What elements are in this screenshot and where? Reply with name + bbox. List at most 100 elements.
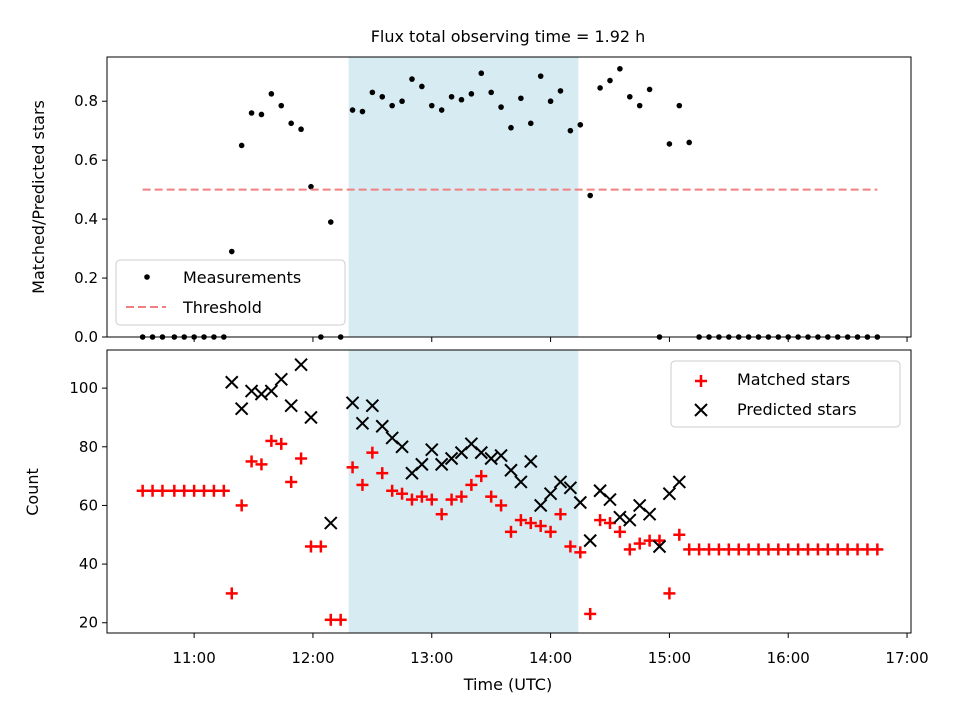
x-tick-label: 12:00 [291,649,334,667]
legend-label-predicted: Predicted stars [737,400,857,419]
matched-star-point [485,490,498,503]
y-tick-label: 20 [79,614,98,632]
matched-star-point [574,546,587,559]
matched-star-point [564,540,577,553]
legend-marker-predicted [694,403,708,417]
measurement-point [308,183,314,190]
top-panel: 0.00.20.40.60.8 Matched/Predicted stars … [29,56,912,346]
top-plot-frame [106,56,912,338]
y-tick-label: 0.2 [74,269,98,287]
top-ylabel: Matched/Predicted stars [29,100,48,294]
x-tick-label: 14:00 [529,649,572,667]
predicted-star-point [524,454,538,469]
predicted-star-point [662,486,677,501]
measurement-point [278,102,285,109]
matched-star-point [285,475,298,488]
x-tick-label: 15:00 [648,649,691,667]
measurement-point [587,192,593,199]
bottom-legend-box [670,360,901,428]
measurement-point [636,102,643,109]
predicted-star-point [284,399,298,413]
measurement-point [488,89,494,96]
bottom-shaded-region [348,350,579,633]
legend-marker-measurements [144,274,150,280]
y-tick-label: 80 [79,438,98,456]
measurement-point [518,95,524,102]
bottom-y-ticks: 20 40 60 80 100 [69,379,107,632]
predicted-star-point [395,440,409,454]
matched-star-point [366,446,379,459]
measurement-point [238,142,245,149]
bottom-legend: Matched stars Predicted stars [670,360,901,428]
top-y-ticks: 0.0 0.2 0.4 0.6 0.8 [74,92,107,346]
top-shaded-region [348,57,579,337]
x-tick-label: 17:00 [885,649,928,667]
predicted-star-point [355,416,370,431]
predicted-star-point [234,401,249,416]
measurement-point [577,121,584,128]
matched-star-point [594,514,607,527]
matched-star-point [495,499,508,512]
predicted-star-point [563,481,578,495]
predicted-star-point [365,399,380,413]
measurement-point [607,77,613,84]
matched-star-point [235,499,248,512]
bottom-x-ticks: 11:00 12:00 13:00 14:00 15:00 16:00 17:00 [173,633,929,667]
predicted-star-point [514,475,528,489]
matched-star-point [295,452,308,465]
measurement-point [547,98,554,105]
matched-star-point [653,534,666,547]
predicted-star-point [225,375,239,389]
measurement-point [498,104,504,110]
matched-star-point [623,543,636,556]
legend-label-matched: Matched stars [737,370,850,389]
matched-star-point [554,508,567,521]
measurement-point [458,96,465,103]
matched-star-point [633,537,646,550]
predicted-star-point [254,387,269,401]
measurement-point [438,107,445,113]
matched-star-point [475,470,488,483]
measurement-point [349,107,356,113]
measurement-point [369,89,376,96]
y-tick-label: 100 [69,379,98,397]
measurement-point [508,124,514,131]
matched-star-point [217,484,230,497]
matched-star-point [334,613,347,626]
predicted-star-point [244,384,259,398]
measurement-point [597,85,603,91]
matched-star-point [275,437,288,450]
matched-star-point [415,490,428,503]
predicted-star-point [623,513,637,527]
measurement-point [478,70,485,77]
predicted-star-point [543,486,558,501]
predicted-star-point [294,357,308,372]
legend-label-threshold: Threshold [182,298,262,317]
matched-star-point [455,490,468,503]
measurement-point [617,65,623,72]
measurement-point [448,93,455,100]
predicted-star-point [274,372,288,387]
legend-marker-matched [695,375,707,387]
measurement-point [327,219,334,225]
matched-star-point [346,461,359,474]
x-tick-label: 11:00 [173,649,216,667]
matched-star-point [663,587,676,600]
matched-star-point [514,514,527,527]
predicted-star-point [264,384,279,398]
predicted-star-point [434,457,449,472]
matched-star-point [504,525,517,538]
matched-star-point [534,519,547,532]
chart-title: Flux total observing time = 1.92 h [371,27,646,46]
matched-star-point [356,478,369,491]
y-tick-label: 0.8 [74,92,98,110]
matched-star-point [156,484,169,497]
matched-star-point [544,525,557,538]
matched-star-point [255,458,268,471]
predicted-star-point [603,492,617,507]
matched-star-point [673,528,686,541]
measurement-point [379,93,386,100]
x-tick-label: 13:00 [410,649,453,667]
predicted-star-point [642,507,657,521]
measurement-point [527,120,534,127]
